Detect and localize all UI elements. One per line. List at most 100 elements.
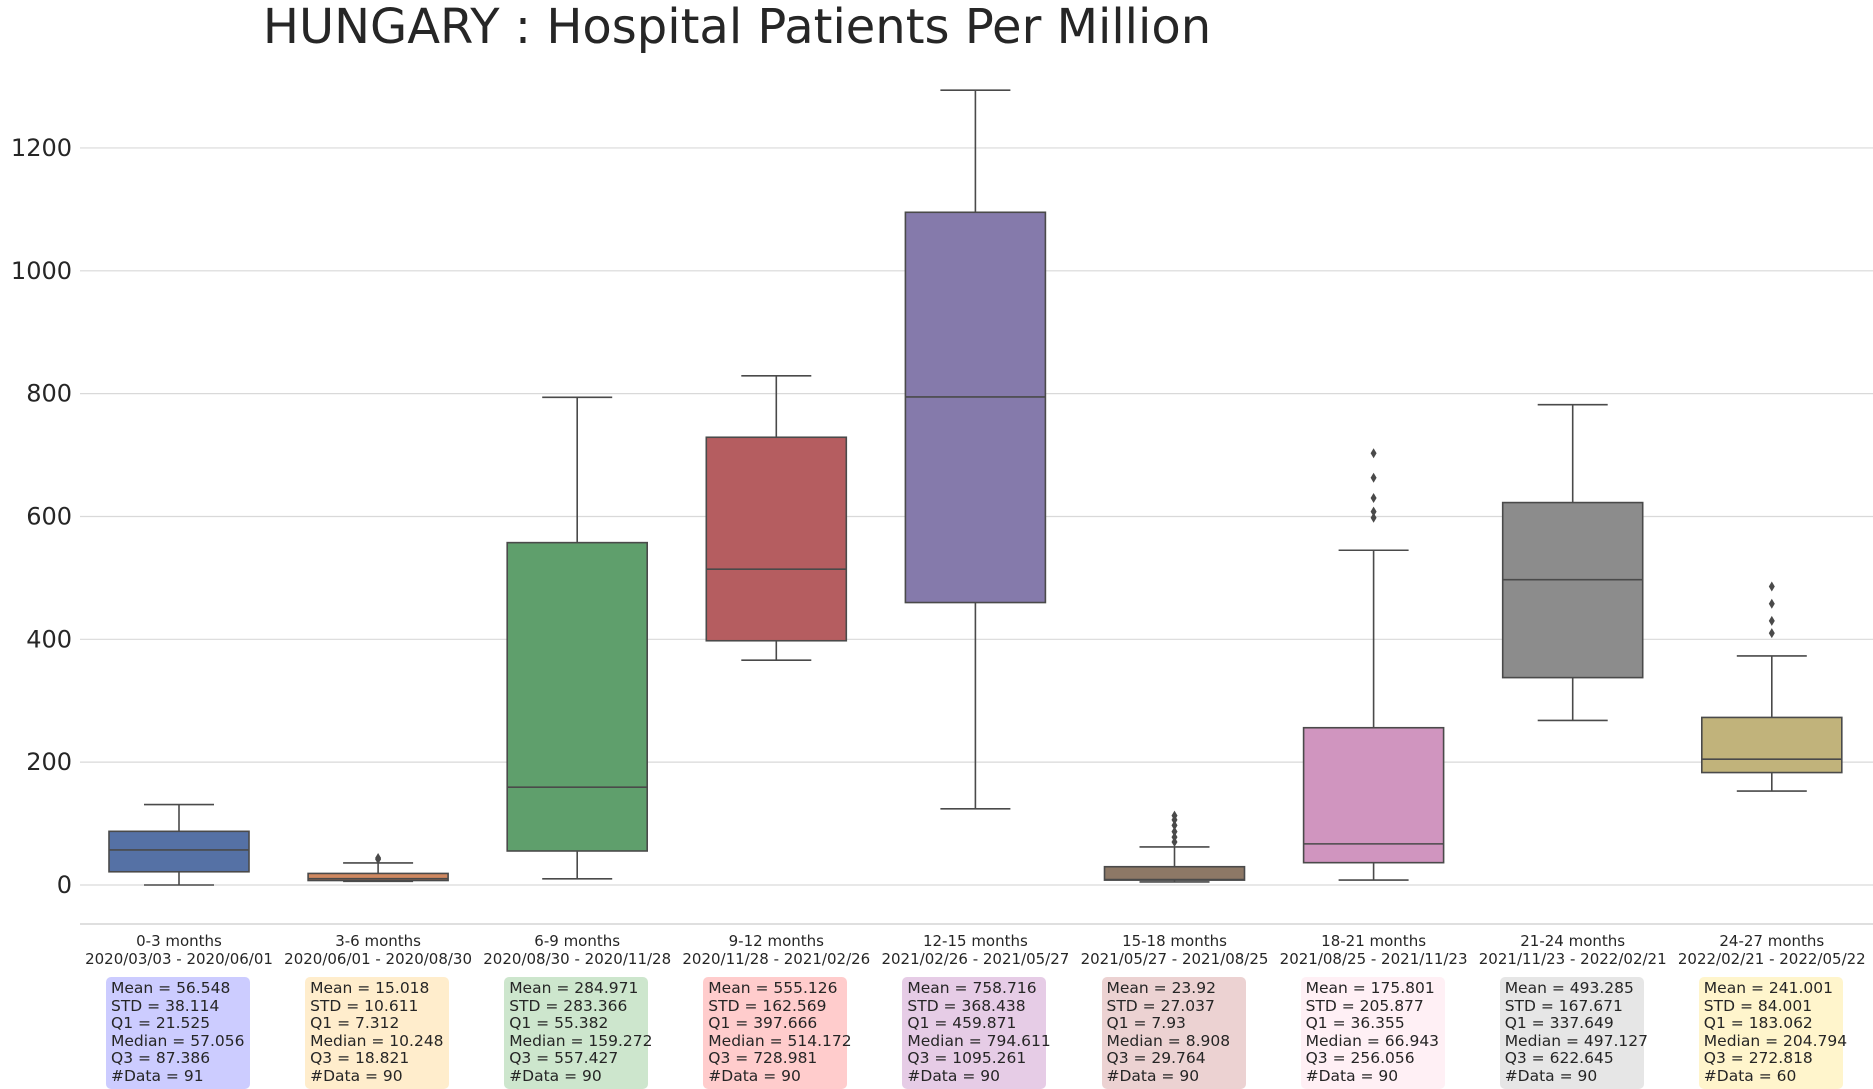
stats-line: Mean = 284.971 (509, 979, 639, 997)
stats-line: Mean = 555.126 (708, 979, 838, 997)
stats-line: Median = 57.056 (111, 1031, 245, 1050)
outlier-point (1370, 506, 1377, 517)
iqr-box (1103, 865, 1246, 881)
stats-line: #Data = 90 (1305, 1066, 1399, 1085)
x-tick-label: 9-12 months (729, 932, 824, 950)
stats-line: Q1 = 183.062 (1703, 1014, 1813, 1033)
stats-line: STD = 10.611 (310, 996, 419, 1015)
stats-line: STD = 162.569 (708, 996, 827, 1015)
outlier-point (1171, 826, 1178, 837)
stats-line: Mean = 23.92 (1106, 979, 1216, 997)
iqr-box (307, 872, 449, 882)
outlier-point (1370, 448, 1377, 459)
box-group (1701, 581, 1843, 792)
stats-line: Mean = 758.716 (907, 979, 1037, 997)
y-tick-label: 200 (26, 748, 72, 776)
stats-line: STD = 205.877 (1305, 996, 1424, 1015)
outlier-point (1768, 581, 1775, 592)
stats-line: Q1 = 459.871 (907, 1014, 1017, 1033)
box-group (307, 852, 449, 883)
box-group (1501, 403, 1644, 722)
y-axis-ticks: 0 200 400 600 800 1000 1200 (11, 134, 72, 899)
stats-line: #Data = 90 (907, 1066, 1000, 1085)
stats-panel: Mean = 493.285 STD = 167.671 Q1 = 337.649 M… (1499, 977, 1648, 1089)
stats-line: Q3 = 29.764 (1106, 1049, 1206, 1068)
x-tick-label: 15-18 months (1122, 932, 1227, 950)
x-tick-dates: 2022/02/21 - 2022/05/22 (1678, 950, 1866, 968)
y-tick-label: 800 (26, 380, 72, 408)
stats-line: STD = 27.037 (1106, 996, 1215, 1015)
outlier-point (1370, 512, 1377, 523)
x-tick-dates: 2021/02/26 - 2021/05/27 (881, 950, 1069, 968)
x-tick-dates: 2021/05/27 - 2021/08/25 (1081, 950, 1269, 968)
stats-line: #Data = 60 (1703, 1066, 1797, 1085)
stats-panel: Mean = 555.126 STD = 162.569 Q1 = 397.666 M… (703, 977, 852, 1089)
stats-line: Q3 = 272.818 (1703, 1049, 1813, 1068)
stats-line: STD = 84.001 (1703, 996, 1813, 1015)
x-tick-label: 18-21 months (1321, 932, 1426, 950)
stats-line: Q3 = 87.386 (111, 1049, 211, 1068)
stats-panel: Mean = 758.716 STD = 368.438 Q1 = 459.871 M… (902, 977, 1051, 1089)
stats-line: Q3 = 18.821 (310, 1049, 410, 1068)
chart-title: HUNGARY : Hospital Patients Per Million (263, 0, 1211, 55)
stats-line: Median = 159.272 (509, 1031, 653, 1050)
stats-panel: Mean = 56.548 STD = 38.114 Q1 = 21.525 Medi… (106, 977, 250, 1089)
box-group (108, 803, 250, 886)
stats-line: #Data = 90 (1106, 1066, 1200, 1085)
box-group (904, 89, 1047, 810)
stats-line: Mean = 241.001 (1703, 979, 1833, 997)
stats-line: Q3 = 728.981 (708, 1049, 818, 1068)
stats-line: #Data = 91 (111, 1066, 204, 1085)
stats-line: Mean = 175.801 (1305, 979, 1435, 997)
y-tick-label: 600 (26, 502, 72, 530)
outlier-point (375, 852, 382, 863)
stats-panel: Mean = 15.018 STD = 10.611 Q1 = 7.312 Media… (305, 977, 450, 1089)
stats-line: Median = 514.172 (708, 1031, 852, 1050)
stats-line: STD = 368.438 (907, 996, 1026, 1015)
y-tick-label: 0 (57, 871, 72, 899)
outlier-point (1171, 820, 1178, 831)
x-tick-dates: 2020/11/28 - 2021/02/26 (682, 950, 870, 968)
x-tick-dates: 2020/08/30 - 2020/11/28 (483, 950, 671, 968)
stats-line: Q1 = 7.312 (310, 1014, 400, 1033)
stats-line: #Data = 90 (708, 1066, 801, 1085)
y-tick-label: 1200 (11, 134, 72, 162)
stats-line: #Data = 90 (509, 1066, 602, 1085)
stats-panel: Mean = 241.001 STD = 84.001 Q1 = 183.062 Me… (1698, 977, 1848, 1089)
stats-line: Median = 66.943 (1305, 1031, 1440, 1050)
stats-line: Q1 = 7.93 (1106, 1014, 1186, 1033)
stats-line: Median = 8.908 (1106, 1031, 1231, 1050)
outlier-point (1768, 598, 1775, 609)
outlier-point (1768, 628, 1775, 639)
iqr-box (705, 436, 848, 642)
stats-line: STD = 283.366 (509, 996, 628, 1015)
stats-line: Q3 = 1095.261 (907, 1049, 1027, 1068)
stats-line: Mean = 493.285 (1504, 979, 1634, 997)
outlier-point (1370, 493, 1377, 504)
iqr-box (1302, 726, 1445, 864)
x-tick-dates: 2021/11/23 - 2022/02/21 (1479, 950, 1667, 968)
stats-line: STD = 167.671 (1504, 996, 1623, 1015)
y-tick-label: 1000 (11, 257, 72, 285)
stats-line: Q1 = 36.355 (1305, 1014, 1405, 1033)
x-tick-label: 6-9 months (534, 932, 620, 950)
stats-line: Mean = 15.018 (310, 979, 430, 997)
stats-line: #Data = 90 (310, 1066, 403, 1085)
x-tick-label: 3-6 months (335, 932, 421, 950)
stats-line: Median = 204.794 (1703, 1031, 1848, 1050)
stats-line: Q1 = 397.666 (708, 1014, 818, 1033)
stats-line: Q3 = 622.645 (1504, 1049, 1614, 1068)
stats-line: Median = 10.248 (310, 1031, 444, 1050)
outlier-point (1370, 472, 1377, 483)
stats-panel: Mean = 23.92 STD = 27.037 Q1 = 7.93 Median … (1101, 977, 1246, 1089)
stats-line: Median = 794.611 (907, 1031, 1051, 1050)
x-tick-label: 0-3 months (136, 932, 222, 950)
x-tick-dates: 2020/06/01 - 2020/08/30 (284, 950, 472, 968)
box-group (506, 396, 649, 880)
iqr-box (904, 211, 1047, 604)
box-group (705, 375, 848, 662)
x-tick-dates: 2020/03/03 - 2020/06/01 (85, 950, 273, 968)
iqr-box (1501, 501, 1644, 679)
